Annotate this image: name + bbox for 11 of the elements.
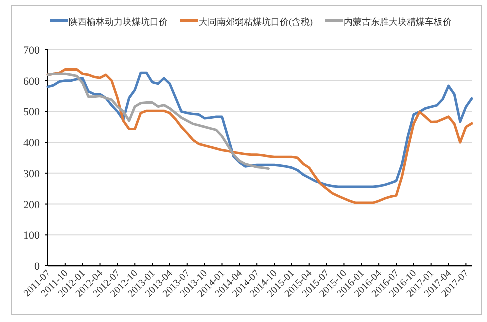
legend-label: 内蒙古东胜大块精煤车板价 <box>344 17 452 27</box>
y-tick-label: 300 <box>24 168 40 180</box>
y-tick-label: 100 <box>24 230 40 242</box>
y-tick-label: 600 <box>24 76 40 88</box>
legend-label: 大同南郊弱粘煤坑口价(含税) <box>199 17 313 27</box>
y-tick-label: 400 <box>24 138 40 150</box>
y-tick-label: 0 <box>34 261 40 273</box>
y-tick-label: 500 <box>24 106 40 119</box>
y-tick-label: 700 <box>24 45 40 57</box>
legend-label: 陕西榆林动力块煤坑口价 <box>69 17 168 27</box>
y-tick-label: 200 <box>24 199 40 212</box>
